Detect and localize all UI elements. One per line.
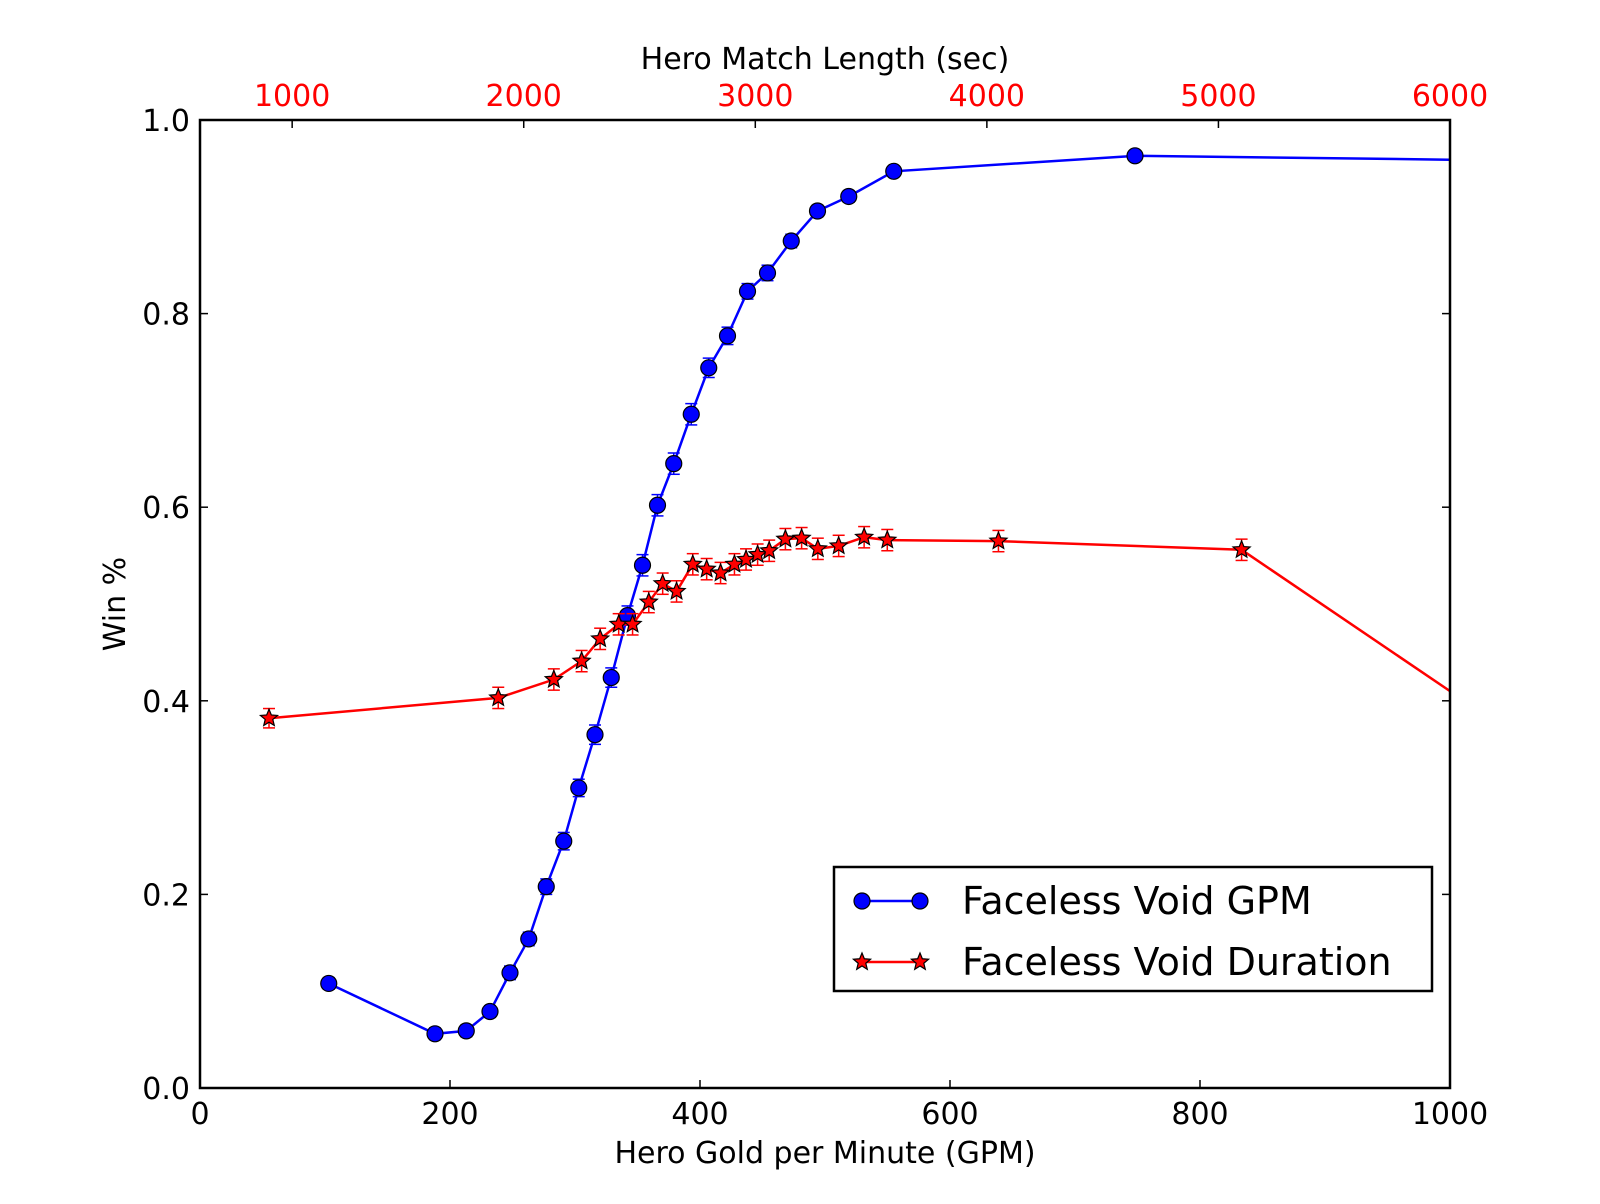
data-point-gpm [602, 668, 620, 687]
legend-label-gpm: Faceless Void GPM [962, 879, 1312, 923]
data-point-gpm [665, 455, 683, 473]
data-point-duration [543, 668, 564, 689]
data-point-duration [759, 540, 780, 560]
data-point-gpm [586, 726, 604, 744]
data-point-gpm [718, 327, 737, 345]
legend-marker-duration [851, 951, 873, 971]
data-point-gpm [782, 232, 800, 250]
top-tick-label: 6000 [1412, 79, 1488, 114]
data-point-gpm [426, 1025, 444, 1043]
data-point-gpm [700, 359, 718, 377]
data-point-gpm [808, 202, 827, 220]
top-axis-label: Hero Match Length (sec) [641, 42, 1010, 77]
x-tick-label: 200 [421, 1097, 478, 1132]
data-point-duration [735, 548, 757, 569]
data-point-duration [877, 529, 898, 549]
data-point-gpm [457, 1022, 475, 1040]
plot-frame [198, 118, 1452, 1090]
data-point-duration [666, 580, 687, 600]
data-point-duration [571, 650, 592, 670]
data-point-gpm [320, 974, 338, 993]
y-tick-label: 0.8 [142, 298, 190, 333]
data-point-duration [682, 553, 703, 573]
x-tick-label: 1000 [1412, 1097, 1488, 1132]
data-point-gpm [1126, 147, 1144, 165]
x-tick-label: 800 [1171, 1097, 1228, 1132]
data-point-duration [1231, 539, 1252, 559]
x-axis-label: Hero Gold per Minute (GPM) [614, 1136, 1035, 1171]
data-point-duration [828, 535, 849, 555]
data-point-duration [710, 562, 731, 582]
legend-marker-gpm [911, 892, 929, 910]
data-point-gpm [633, 556, 652, 574]
data-point-gpm [555, 832, 573, 850]
data-point-gpm [570, 779, 588, 797]
data-point-duration [696, 558, 717, 578]
data-point-duration [791, 527, 812, 547]
top-tick-label: 1000 [254, 79, 330, 114]
data-point-gpm [648, 496, 667, 514]
data-point-gpm [682, 405, 700, 423]
marks-layer [258, 147, 1450, 1043]
y-tick-label: 0.6 [142, 491, 190, 526]
data-point-gpm [537, 878, 555, 896]
ticks-layer: 0 200 400 600 800 1000 0.0 0.2 0.4 0.6 0.8 1.0 1000 2… [142, 79, 1488, 1132]
legend-box [832, 865, 1434, 993]
x-tick-label: 600 [921, 1097, 978, 1132]
data-point-duration [988, 530, 1009, 550]
top-tick-label: 5000 [1180, 79, 1256, 114]
legend-stars [851, 951, 931, 971]
data-point-gpm [481, 1002, 499, 1021]
x-tick-label: 400 [671, 1097, 728, 1132]
data-point-duration [258, 707, 280, 727]
data-point-duration [775, 528, 796, 548]
top-tick-label: 3000 [717, 79, 793, 114]
legend-label-duration: Faceless Void Duration [962, 940, 1392, 984]
y-tick-label: 0.0 [142, 1072, 190, 1107]
legend-marker-gpm [853, 892, 871, 910]
legend: Faceless Void GPM Faceless Void Duration [832, 865, 1434, 993]
data-point-gpm [758, 264, 777, 282]
data-point-duration [652, 573, 673, 593]
y-axis-label: Win % [98, 557, 133, 651]
data-point-duration [638, 591, 659, 611]
y-tick-label: 0.2 [142, 878, 190, 913]
data-point-gpm [885, 162, 903, 180]
data-point-duration [807, 538, 828, 558]
top-tick-label: 4000 [949, 79, 1025, 114]
data-point-duration [724, 553, 745, 573]
data-point-gpm [520, 930, 538, 948]
data-point-duration [747, 544, 768, 564]
data-point-gpm [501, 964, 519, 982]
top-tick-label: 2000 [486, 79, 562, 114]
data-point-gpm [840, 187, 858, 206]
y-tick-label: 1.0 [142, 104, 190, 139]
series-line-duration [268, 535, 1450, 720]
y-tick-label: 0.4 [142, 685, 190, 720]
x-tick-label: 0 [190, 1097, 209, 1132]
legend-marker-duration [909, 951, 931, 971]
plot-area [258, 147, 1450, 1043]
data-point-duration [854, 526, 875, 546]
data-point-duration [622, 613, 643, 633]
data-point-duration [488, 687, 509, 707]
data-point-duration [590, 628, 611, 648]
data-point-gpm [738, 282, 757, 300]
